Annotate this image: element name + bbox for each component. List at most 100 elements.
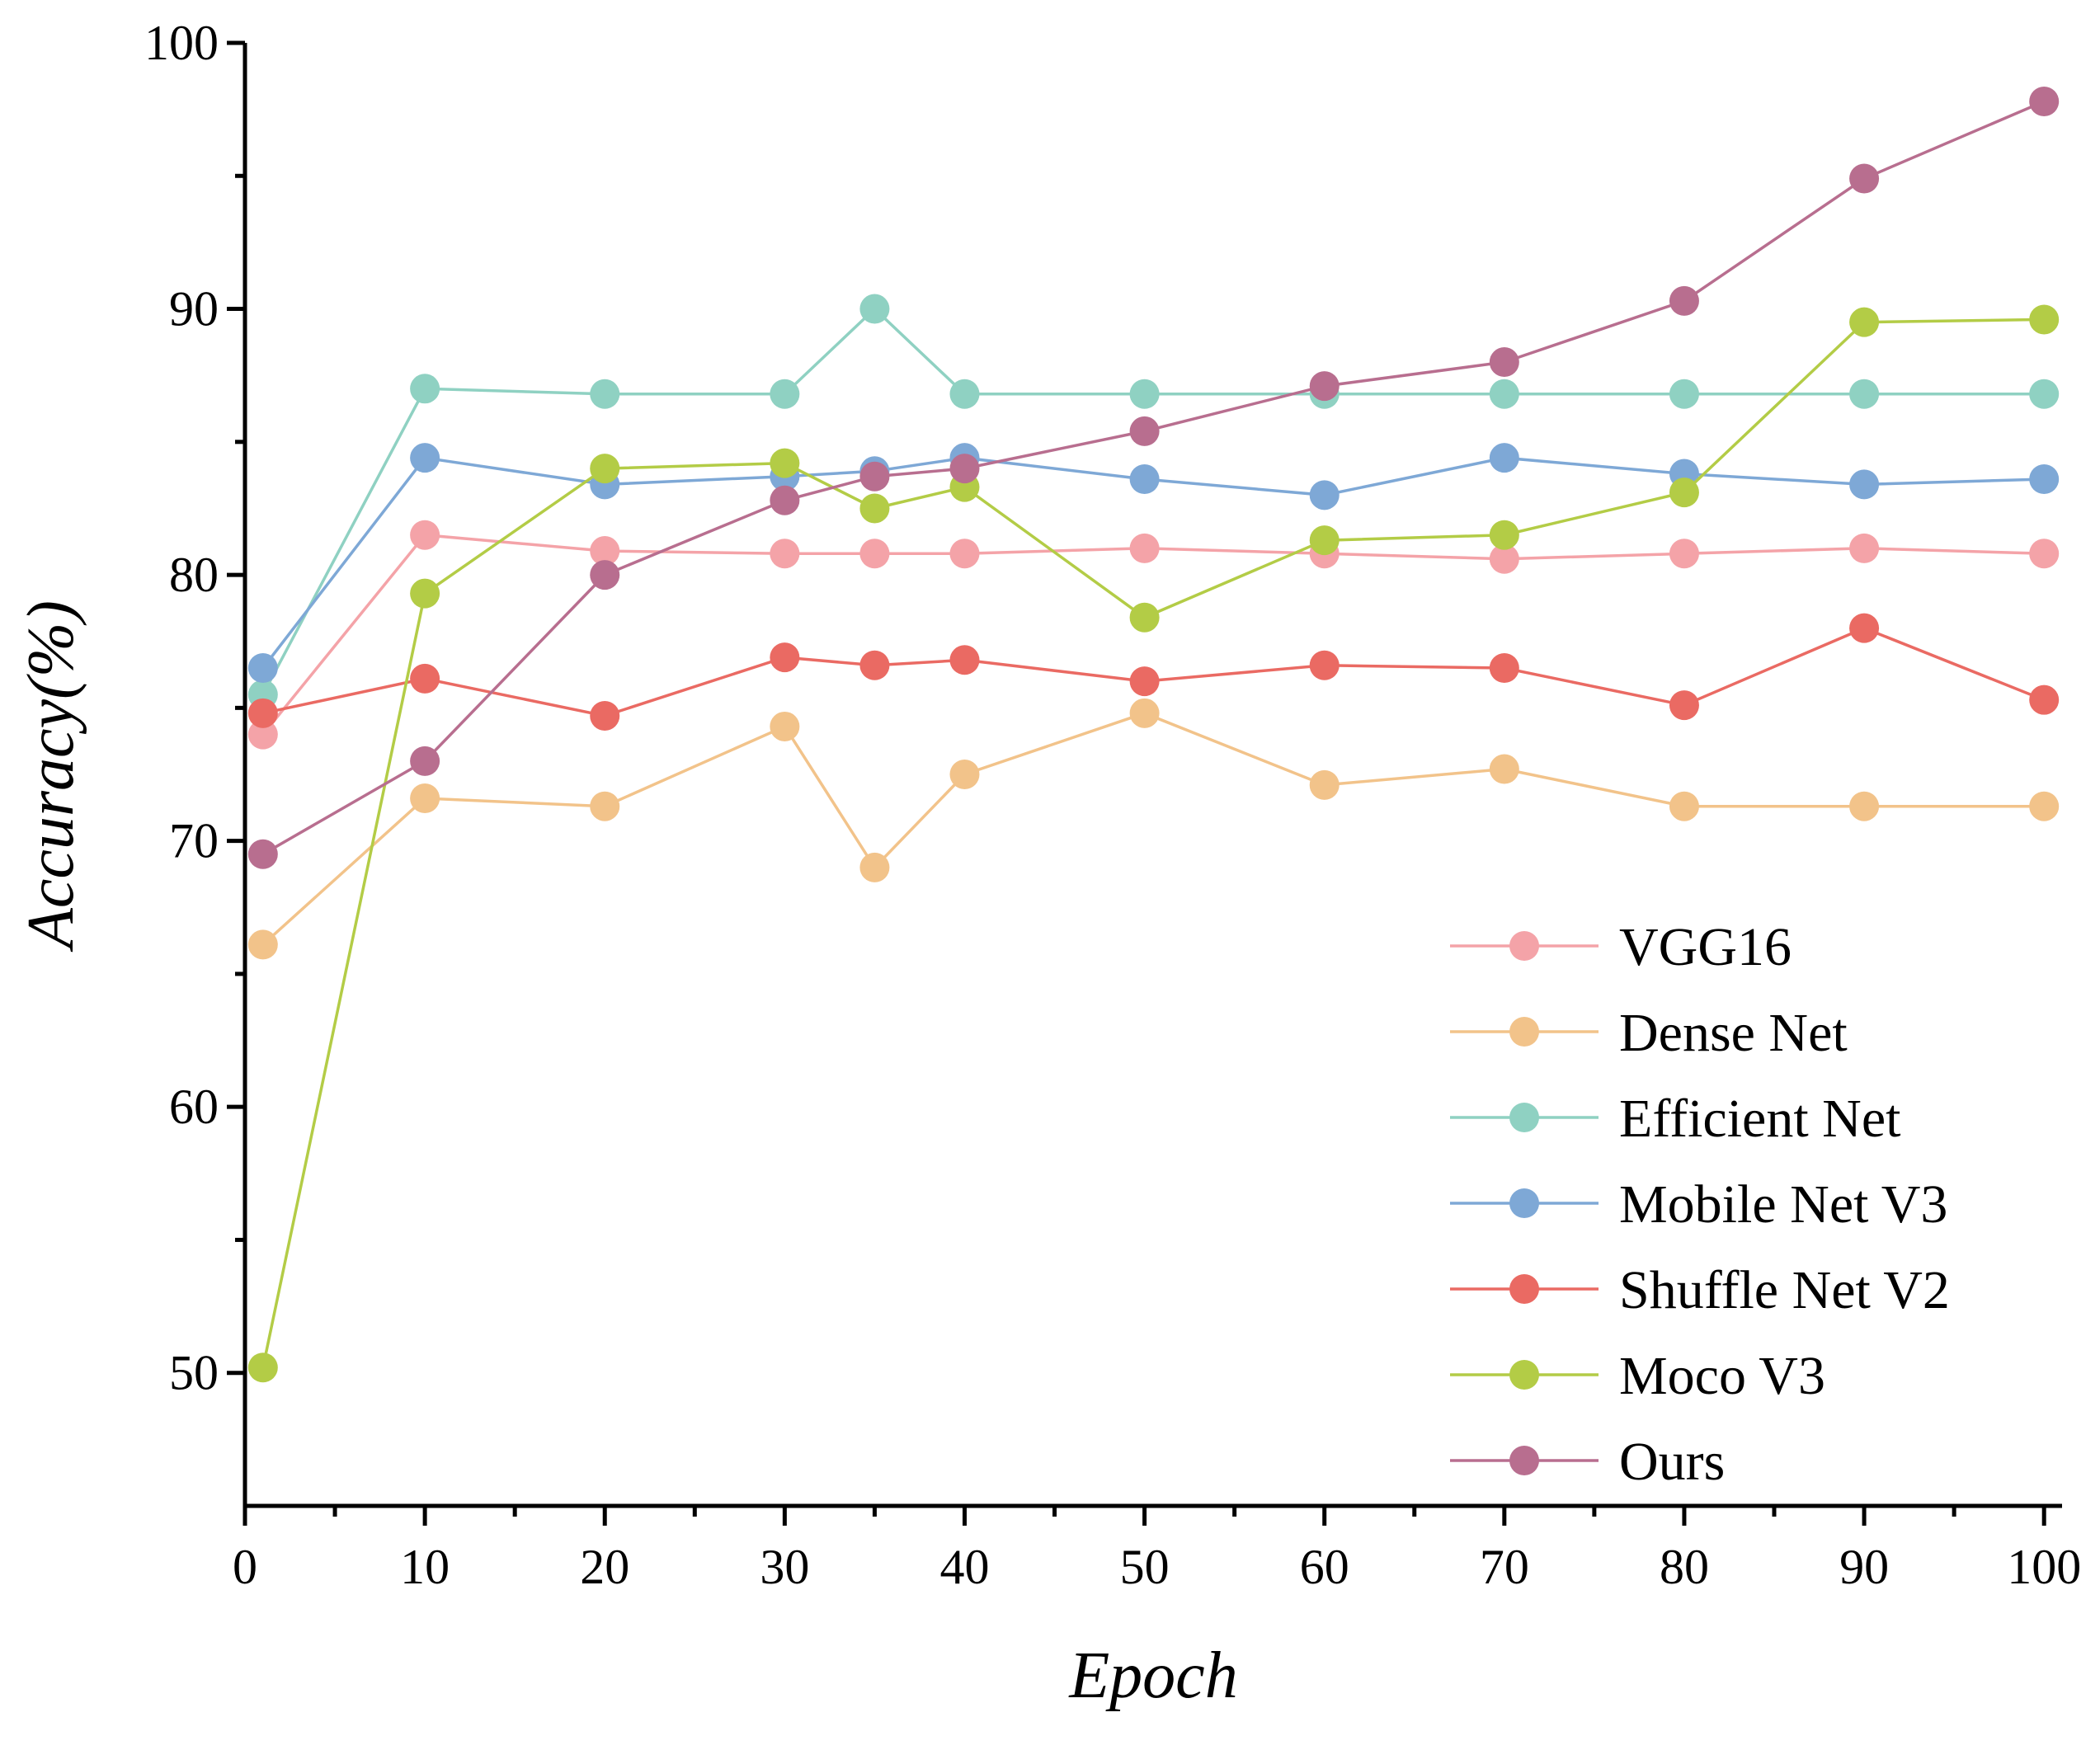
x-tick-label: 0: [233, 1540, 257, 1594]
legend-item: Efficient Net: [1450, 1089, 1900, 1149]
data-point: [1849, 469, 1880, 500]
data-point: [859, 650, 890, 680]
data-point: [770, 711, 800, 741]
data-point: [1129, 698, 1160, 728]
data-point: [1849, 163, 1880, 194]
legend-label: Dense Net: [1619, 1003, 1848, 1063]
x-tick-label: 40: [939, 1540, 989, 1594]
data-point: [1489, 543, 1519, 574]
data-point: [410, 746, 440, 776]
legend-swatch-marker: [1509, 1274, 1539, 1304]
data-point: [247, 719, 278, 750]
data-point: [247, 1352, 278, 1383]
data-point: [590, 379, 620, 409]
series-line: [261, 318, 2045, 1368]
data-point: [859, 539, 890, 569]
data-point: [410, 520, 440, 550]
series-mobile-net-v3: [247, 443, 2060, 683]
y-tick-label: 70: [169, 814, 219, 868]
legend-swatch-marker: [1509, 1360, 1539, 1390]
data-point: [859, 493, 890, 524]
y-tick-label: 80: [169, 548, 219, 602]
data-point: [1849, 613, 1880, 643]
data-point: [1849, 533, 1880, 563]
legend-item: Shuffle Net V2: [1450, 1260, 1950, 1320]
legend-label: Efficient Net: [1619, 1089, 1900, 1149]
data-point: [590, 560, 620, 590]
series-layer: [247, 86, 2060, 1383]
data-point: [1129, 666, 1160, 697]
data-point: [949, 645, 980, 675]
series-line: [262, 626, 2045, 717]
data-point: [590, 791, 620, 821]
series-line: [261, 100, 2045, 856]
data-point: [770, 642, 800, 673]
legend-swatch-marker: [1509, 931, 1539, 961]
data-point: [2029, 539, 2060, 569]
legend-label: Mobile Net V3: [1619, 1174, 1947, 1235]
series-dense-net: [247, 698, 2060, 960]
data-point: [1489, 520, 1519, 550]
data-point: [1669, 690, 1699, 721]
data-point: [1129, 379, 1160, 409]
data-point: [770, 539, 800, 569]
data-point: [1849, 791, 1880, 821]
series-efficient-net: [247, 294, 2060, 710]
data-point: [410, 663, 440, 694]
series-shuffle-net-v2: [247, 613, 2060, 732]
legend-item: Ours: [1450, 1432, 1725, 1492]
data-point: [1489, 443, 1519, 473]
legend-label: Moco V3: [1619, 1346, 1825, 1406]
data-point: [1669, 285, 1699, 316]
data-point: [2029, 463, 2060, 494]
data-point: [1129, 533, 1160, 563]
y-tick-label: 100: [144, 16, 219, 70]
axes-layer: 0 10 20 30 40 50 60 70 80 90 100 50 60 70 80 90 100: [144, 16, 2081, 1594]
data-point: [1309, 650, 1340, 680]
data-point: [410, 783, 440, 814]
data-point: [247, 839, 278, 869]
x-tick-label: 90: [1839, 1540, 1889, 1594]
data-point: [1129, 602, 1160, 633]
x-tick-label: 100: [2007, 1540, 2081, 1594]
legend-label: VGG16: [1619, 917, 1792, 977]
data-point: [949, 539, 980, 569]
legend-swatch-marker: [1509, 1103, 1539, 1132]
data-point: [1129, 463, 1160, 494]
data-point: [859, 294, 890, 324]
legend-swatch-marker: [1509, 1017, 1539, 1047]
x-tick-label: 10: [400, 1540, 450, 1594]
data-point: [1669, 477, 1699, 508]
data-point: [410, 578, 440, 609]
legend-item: VGG16: [1450, 917, 1792, 977]
x-tick-label: 20: [580, 1540, 629, 1594]
data-point: [859, 852, 890, 882]
legend-item: Mobile Net V3: [1450, 1174, 1947, 1235]
x-tick-label: 60: [1300, 1540, 1349, 1594]
legend: VGG16 Dense Net Efficient Net Mobile Net V3…: [1450, 917, 1950, 1492]
data-point: [859, 461, 890, 492]
data-point: [770, 448, 800, 478]
data-point: [590, 536, 620, 567]
data-point: [2029, 379, 2060, 409]
data-point: [1309, 371, 1340, 402]
series-line: [261, 307, 2045, 696]
legend-label: Ours: [1619, 1432, 1725, 1492]
legend-label: Shuffle Net V2: [1619, 1260, 1950, 1320]
x-tick-label: 80: [1660, 1540, 1709, 1594]
y-axis-title: Accuracy(%): [15, 600, 87, 953]
series-ours: [247, 86, 2060, 869]
data-point: [1489, 652, 1519, 683]
data-point: [1309, 525, 1340, 556]
data-point: [590, 454, 620, 484]
data-point: [1669, 539, 1699, 569]
data-point: [410, 443, 440, 473]
data-point: [247, 652, 278, 683]
y-tick-label: 60: [169, 1080, 219, 1134]
data-point: [2029, 684, 2060, 715]
data-point: [247, 698, 278, 728]
data-point: [2029, 86, 2060, 116]
data-point: [2029, 791, 2060, 821]
series-line: [261, 456, 2045, 670]
